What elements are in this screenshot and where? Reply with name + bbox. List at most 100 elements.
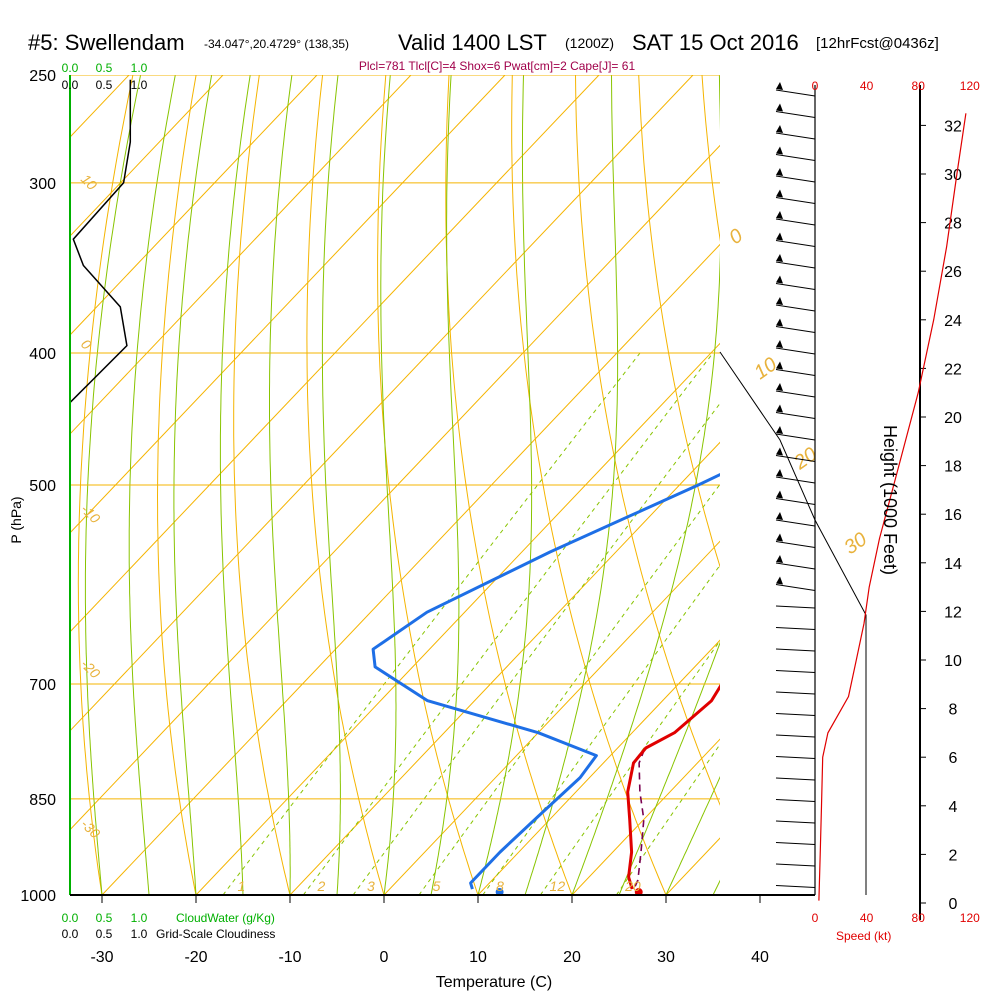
wind-flag bbox=[776, 103, 783, 112]
moist-adiabat-label: 30 bbox=[840, 528, 871, 559]
wind-barb bbox=[775, 89, 816, 97]
moist-adiabat bbox=[477, 75, 533, 895]
dry-adiabat bbox=[575, 75, 720, 806]
wind-barb bbox=[775, 347, 816, 355]
height-tick-label: 0 bbox=[949, 896, 958, 913]
moist-adiabat bbox=[807, 75, 1000, 895]
height-tick-label: 22 bbox=[944, 361, 962, 378]
wind-flag bbox=[776, 447, 783, 456]
bottom-cloud-tick-label: 0.5 bbox=[96, 911, 113, 925]
mixing-ratio-line bbox=[418, 483, 720, 895]
cloudiness-line bbox=[70, 79, 132, 404]
mixing-ratio-line bbox=[539, 639, 720, 895]
bottom-cloud-tick-label: 1.0 bbox=[131, 911, 148, 925]
chart-title: #5: Swellendam -34.047°,20.4729° (138,35… bbox=[28, 30, 939, 55]
moist-adiabat bbox=[219, 75, 251, 895]
wind-barb bbox=[775, 605, 816, 609]
dry-adiabat bbox=[828, 75, 1000, 895]
pressure-tick-label: 300 bbox=[29, 176, 56, 193]
utc-time: (1200Z) bbox=[565, 35, 614, 51]
mixing-ratio-label: 5 bbox=[433, 878, 441, 894]
wind-barb bbox=[775, 218, 816, 226]
x-tick-label: 10 bbox=[469, 949, 487, 966]
wind-flag bbox=[776, 490, 783, 499]
top-cloud-tick-label: 0.5 bbox=[96, 78, 113, 92]
wind-barb bbox=[775, 197, 816, 204]
x-tick-label: -20 bbox=[184, 949, 207, 966]
wind-speed-line bbox=[818, 113, 967, 901]
wind-speed-label: Speed (kt) bbox=[836, 929, 891, 943]
moist-adiabat bbox=[380, 75, 397, 895]
moist-adiabat bbox=[128, 75, 176, 895]
surface-temperature-marker bbox=[634, 888, 643, 895]
wind-flag bbox=[776, 426, 783, 434]
wind-flag bbox=[776, 82, 783, 90]
wind-flag bbox=[776, 555, 783, 563]
wind-flag bbox=[776, 318, 783, 327]
wind-speed-top-tick: 40 bbox=[860, 79, 874, 93]
mixing-ratio-label: 20 bbox=[624, 878, 641, 894]
wind-barb bbox=[775, 756, 816, 759]
wind-barb bbox=[775, 390, 816, 398]
wind-barb bbox=[775, 627, 816, 630]
wind-barb bbox=[775, 885, 816, 888]
wind-barb bbox=[775, 584, 816, 591]
height-tick-label: 18 bbox=[944, 459, 962, 476]
dry-adiabat-label: -20 bbox=[78, 656, 104, 682]
height-tick-label: 32 bbox=[944, 118, 962, 135]
pressure-tick-label: 250 bbox=[29, 68, 56, 85]
wind-barb bbox=[775, 842, 816, 845]
mixing-ratio-label: 3 bbox=[367, 878, 375, 894]
wind-barb bbox=[775, 734, 816, 738]
dry-adiabat bbox=[955, 75, 1000, 895]
wind-flag bbox=[776, 533, 783, 542]
wind-barb bbox=[775, 326, 816, 333]
top-cloud-tick-label: 0.5 bbox=[96, 61, 113, 75]
dry-adiabat-label: 0 bbox=[78, 336, 95, 353]
wind-flag bbox=[776, 254, 783, 262]
wind-speed-top-tick: 120 bbox=[960, 79, 980, 93]
moist-adiabat bbox=[571, 75, 720, 895]
wind-barb bbox=[775, 261, 816, 269]
wind-panel-boundary bbox=[719, 351, 867, 895]
moist-adiabat bbox=[618, 641, 720, 895]
wind-speed-bottom-tick: 120 bbox=[960, 911, 980, 925]
moist-adiabat-label: 10 bbox=[750, 353, 781, 384]
station-coords: -34.047°,20.4729° (138,35) bbox=[204, 37, 349, 51]
wind-barb bbox=[775, 519, 816, 527]
valid-date: SAT 15 Oct 2016 bbox=[632, 30, 799, 55]
wind-flag bbox=[776, 469, 783, 477]
wind-barb bbox=[775, 648, 816, 652]
dry-adiabat bbox=[445, 75, 573, 895]
mixing-ratio-line bbox=[302, 352, 714, 895]
x-tick-label: 20 bbox=[563, 949, 581, 966]
wind-barb bbox=[775, 132, 816, 140]
y-axis-label: P (hPa) bbox=[8, 496, 24, 543]
wind-barb bbox=[775, 820, 816, 824]
wind-barb bbox=[775, 304, 816, 312]
height-tick-label: 20 bbox=[944, 410, 962, 427]
isotherm bbox=[70, 75, 412, 435]
axis-labels: Temperature (C) P (hPa) Height (1000 Fee… bbox=[8, 425, 900, 991]
dry-adiabat bbox=[156, 75, 197, 895]
x-tick-label: -10 bbox=[278, 949, 301, 966]
isotherm bbox=[948, 75, 1000, 895]
indices-line: Plcl=781 Tlcl[C]=4 Shox=6 Pwat[cm]=2 Cap… bbox=[359, 59, 636, 73]
height-tick-label: 14 bbox=[944, 556, 962, 573]
mixing-ratio-line bbox=[222, 352, 641, 895]
wind-barb bbox=[775, 691, 816, 695]
pressure-tick-label: 500 bbox=[29, 478, 56, 495]
pressure-tick-label: 850 bbox=[29, 792, 56, 809]
height-tick-label: 24 bbox=[944, 313, 962, 330]
cloud-water-label: CloudWater (g/Kg) bbox=[176, 911, 275, 925]
wind-speed-top-tick: 80 bbox=[912, 79, 926, 93]
mixing-ratio-label: 8 bbox=[496, 878, 504, 894]
wind-barb bbox=[775, 799, 816, 802]
wind-barb bbox=[775, 541, 816, 548]
moist-adiabat bbox=[84, 75, 142, 895]
bottom-cloud-tick-label: 0.0 bbox=[62, 927, 79, 941]
dry-adiabat bbox=[77, 75, 134, 895]
moist-adiabat bbox=[430, 75, 460, 895]
height-tick-label: 26 bbox=[944, 264, 962, 281]
x-tick-label: -30 bbox=[90, 949, 113, 966]
